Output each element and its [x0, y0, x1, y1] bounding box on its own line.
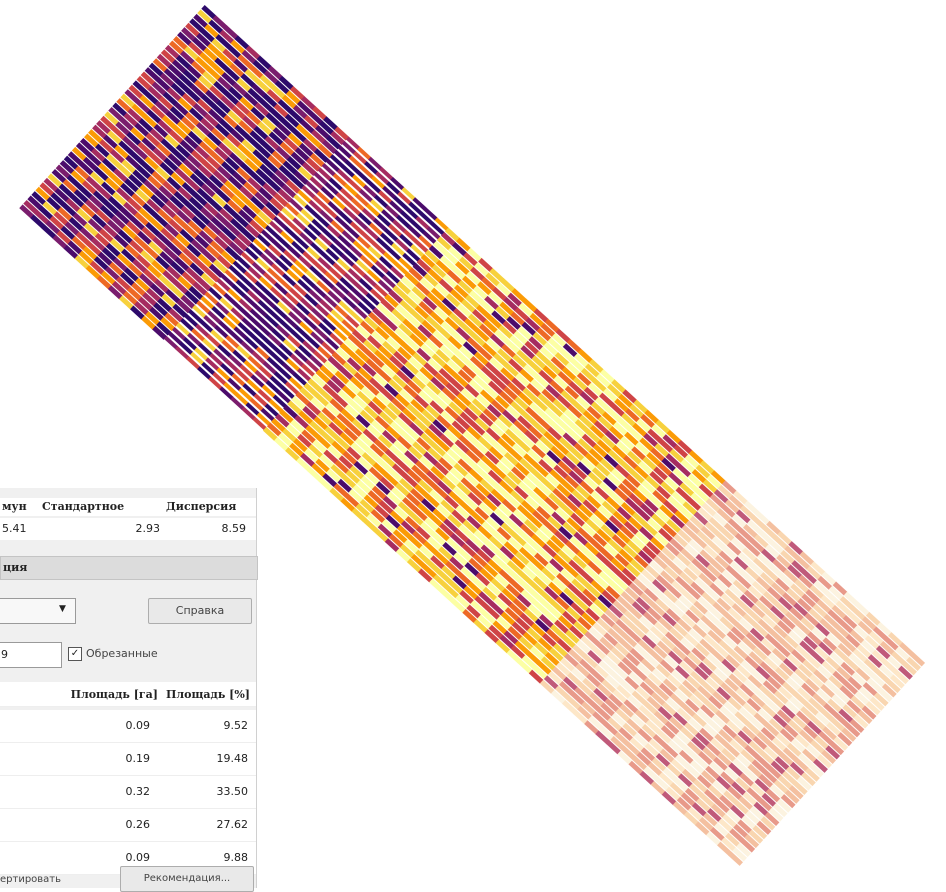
table-cell: 27.62	[160, 818, 248, 831]
stats-value: 8.59	[196, 522, 246, 535]
table-cell: 0.09	[70, 719, 150, 732]
stats-header-cell: Дисперсия	[166, 500, 236, 513]
stats-value: 2.93	[110, 522, 160, 535]
table-header-cell: Площадь [%]	[160, 688, 250, 701]
table-cell: 0.32	[70, 785, 150, 798]
table-cell: 0.09	[70, 851, 150, 864]
classification-panel: мун Стандартное Дисперсия 5.41 2.93 8.59…	[0, 488, 257, 888]
table-cell: 0.26	[70, 818, 150, 831]
page: {"panel": { "stats": {"headers": ["мун",…	[0, 0, 946, 888]
clipped-checkbox[interactable]: ✓	[68, 647, 82, 661]
table-cell: 0.19	[70, 752, 150, 765]
stats-header-cell: мун	[2, 500, 27, 513]
table-cell: 19.48	[160, 752, 248, 765]
table-header-cell: Площадь [га]	[70, 688, 158, 701]
table-cell: 33.50	[160, 785, 248, 798]
section-title: ция	[0, 556, 258, 580]
input-value: 9	[0, 648, 8, 661]
help-button[interactable]: Справка	[148, 598, 252, 624]
table-cell: 9.52	[160, 719, 248, 732]
invert-button[interactable]: ертировать	[0, 874, 61, 885]
classes-input[interactable]: 9	[0, 642, 62, 668]
table-cell: 9.88	[160, 851, 248, 864]
method-combobox[interactable]: ▼	[0, 598, 76, 624]
stats-value: 5.41	[2, 522, 27, 535]
checkbox-label: Обрезанные	[86, 647, 158, 660]
recommend-button[interactable]: Рекомендация...	[120, 866, 254, 892]
stats-header-cell: Стандартное	[42, 500, 124, 513]
